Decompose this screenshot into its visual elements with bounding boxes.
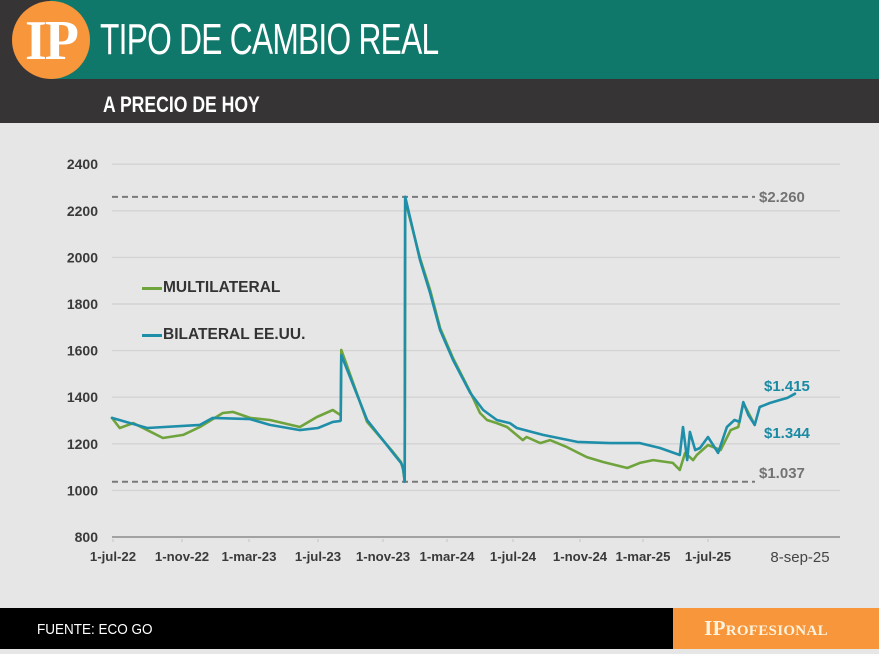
reference-label-min: $1.037 [759, 465, 805, 482]
page-subtitle: A PRECIO DE HOY [103, 92, 260, 117]
x-tick-label: 1-nov-22 [155, 549, 209, 564]
header-title-band [50, 0, 879, 79]
x-tick-label: 1-jul-23 [295, 549, 341, 564]
x-tick-label: 1-mar-23 [222, 549, 277, 564]
ip-logo: IP [12, 1, 90, 79]
x-axis-ticks: 1-jul-22 1-nov-22 1-mar-23 1-jul-23 1-nov-23… [90, 539, 830, 566]
gridlines [112, 163, 840, 538]
page-title: TIPO DE CAMBIO REAL [100, 15, 439, 64]
series-line-bilateral [110, 195, 797, 484]
y-tick-label: 1000 [67, 482, 98, 498]
x-tick-label: 1-mar-24 [420, 549, 476, 564]
chart-canvas: 800 1000 1200 1400 1600 1800 2000 2200 2400 1-ju… [67, 156, 840, 566]
annotation-bilateral-last: $1.415 [764, 378, 810, 395]
y-tick-label: 2200 [67, 203, 98, 219]
x-tick-label: 1-jul-25 [685, 549, 731, 564]
legend-label: MULTILATERAL [163, 279, 281, 296]
y-axis-ticks: 800 1000 1200 1400 1600 1800 2000 2200 2400 [67, 156, 98, 545]
x-tick-label: 1-jul-24 [490, 549, 537, 564]
y-tick-label: 1400 [67, 389, 98, 405]
y-tick-label: 2400 [67, 156, 98, 172]
x-tick-label: 1-nov-24 [553, 549, 608, 564]
x-tick-label: 1-mar-25 [616, 549, 671, 564]
y-tick-label: 1200 [67, 436, 98, 452]
x-tick-label: 1-jul-22 [90, 549, 136, 564]
legend-swatch-bilateral [142, 333, 162, 337]
legend-item-multilateral: MULTILATERAL [142, 279, 280, 297]
legend-item-bilateral: BILATERAL EE.UU. [142, 326, 305, 344]
logo-text: IP [25, 10, 79, 72]
brand-badge: IProfesional [673, 608, 879, 649]
annotation-multilateral-last: $1.344 [764, 425, 810, 442]
y-tick-label: 2000 [67, 249, 98, 265]
series-lines [110, 195, 797, 484]
y-tick-label: 1800 [67, 296, 98, 312]
legend-label: BILATERAL EE.UU. [163, 326, 306, 343]
source-note: FUENTE: ECO GO [37, 621, 153, 638]
line-chart: 800 1000 1200 1400 1600 1800 2000 2200 2400 1-ju… [0, 124, 879, 607]
y-tick-label: 1600 [67, 343, 98, 359]
x-tick-label: 1-nov-23 [356, 549, 410, 564]
reference-lines [112, 195, 755, 483]
footer-bar [0, 608, 673, 649]
x-tick-label: 8-sep-25 [770, 549, 829, 566]
reference-label-max: $2.260 [759, 189, 805, 206]
brand-logo-text: IProfesional [704, 616, 828, 640]
legend-swatch-multilateral [142, 286, 162, 290]
y-tick-label: 800 [75, 529, 99, 545]
